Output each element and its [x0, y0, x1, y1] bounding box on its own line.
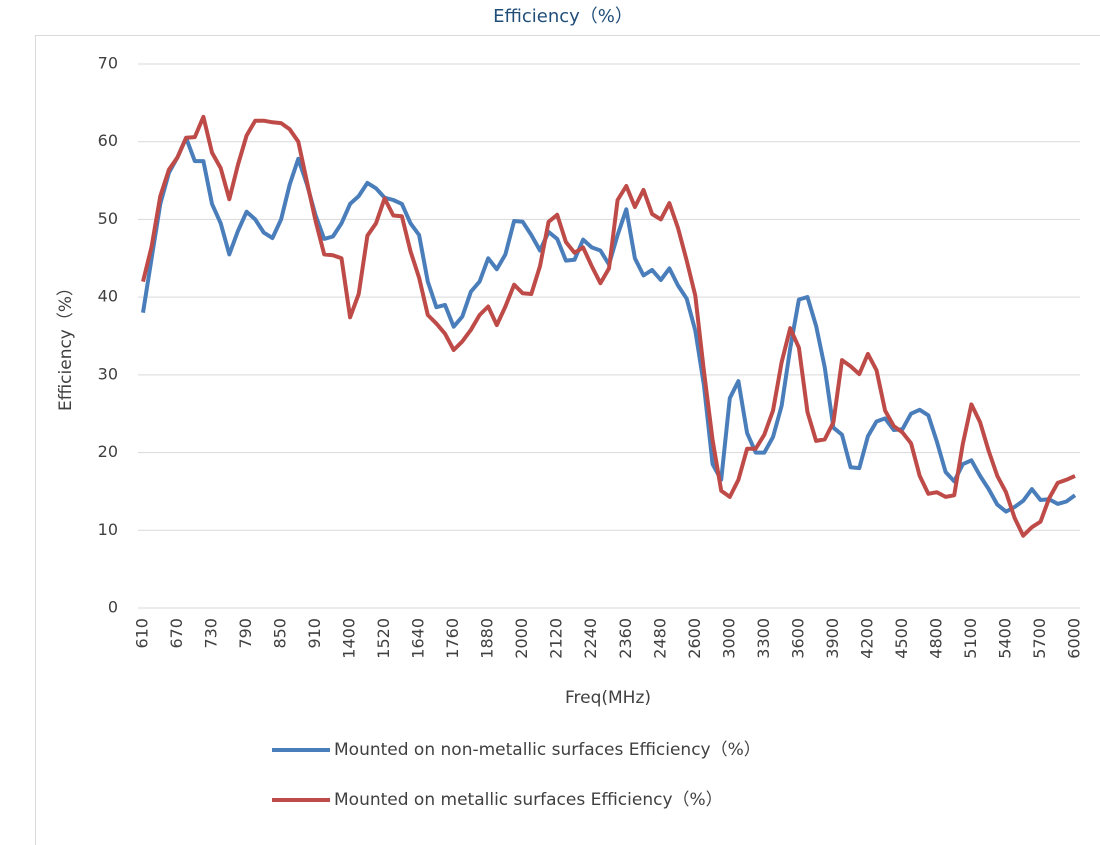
legend-label: Mounted on metallic surfaces Efficiency（… — [334, 790, 723, 810]
x-tick-label: 1880 — [478, 618, 497, 659]
x-tick-label: 5700 — [1030, 618, 1049, 659]
y-tick-label: 10 — [98, 520, 118, 539]
x-tick-label: 5100 — [961, 618, 980, 659]
x-tick-label: 910 — [305, 618, 324, 649]
x-tick-label: 5400 — [995, 618, 1014, 659]
x-tick-label: 3000 — [719, 618, 738, 659]
x-tick-label: 1400 — [340, 618, 359, 659]
x-tick-label: 4200 — [857, 618, 876, 659]
x-tick-label: 4500 — [892, 618, 911, 659]
x-tick-label: 6000 — [1065, 618, 1084, 659]
x-axis-title: Freq(MHz) — [565, 688, 651, 708]
y-axis-title: Efficiency（%） — [56, 279, 76, 411]
x-tick-label: 2120 — [547, 618, 566, 659]
x-tick-label: 4800 — [926, 618, 945, 659]
x-tick-label: 790 — [236, 618, 255, 649]
y-tick-label: 30 — [98, 364, 118, 383]
series-line — [141, 114, 1076, 538]
x-tick-label: 2480 — [650, 618, 669, 659]
x-tick-label: 610 — [133, 618, 152, 649]
chart-frame — [35, 35, 1100, 845]
x-tick-label: 2240 — [581, 618, 600, 659]
x-tick-label: 2360 — [616, 618, 635, 659]
y-tick-label: 70 — [98, 54, 118, 73]
x-tick-label: 1520 — [374, 618, 393, 659]
legend-label: Mounted on non-metallic surfaces Efficie… — [334, 740, 761, 760]
x-tick-label: 3900 — [823, 618, 842, 659]
x-tick-label: 1760 — [443, 618, 462, 659]
x-tick-label: 850 — [271, 618, 290, 649]
y-tick-label: 60 — [98, 131, 118, 150]
y-tick-label: 50 — [98, 209, 118, 228]
y-tick-label: 40 — [98, 287, 118, 306]
chart-title: Efficiency（%） — [493, 6, 633, 27]
x-tick-label: 3300 — [754, 618, 773, 659]
series-line — [141, 135, 1077, 514]
x-tick-label: 2000 — [512, 618, 531, 659]
x-tick-label: 730 — [202, 618, 221, 649]
x-tick-label: 3600 — [788, 618, 807, 659]
x-tick-label: 670 — [167, 618, 186, 649]
y-tick-label: 20 — [98, 442, 118, 461]
y-tick-label: 0 — [108, 598, 118, 617]
x-tick-label: 1640 — [409, 618, 428, 659]
x-tick-label: 2600 — [685, 618, 704, 659]
